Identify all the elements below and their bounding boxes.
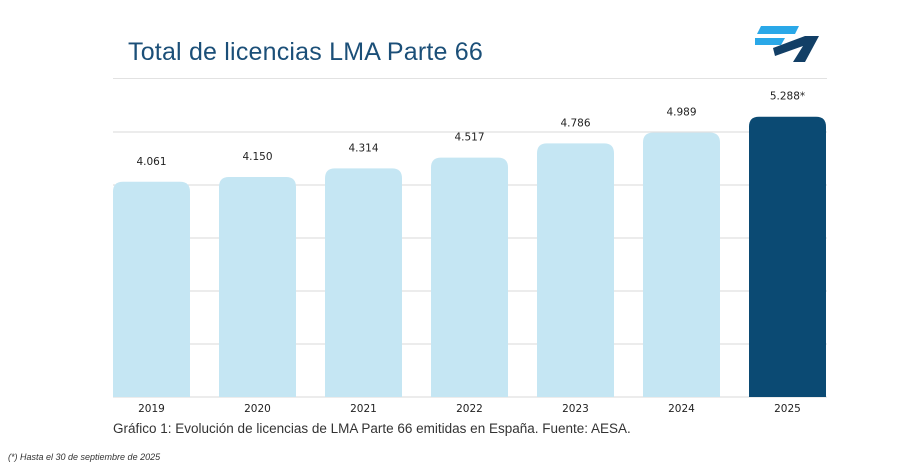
bar-2020: [219, 177, 296, 397]
x-tick-label: 2022: [456, 403, 483, 415]
x-tick-label: 2021: [350, 403, 377, 415]
data-label: 4.061: [136, 156, 166, 168]
data-label: 4.150: [242, 151, 272, 163]
x-tick-label: 2025: [774, 403, 801, 415]
data-label: 4.989: [666, 107, 696, 119]
data-label: 5.288*: [770, 91, 805, 103]
logo-light-stroke-2: [755, 38, 785, 45]
x-tick-label: 2023: [562, 403, 589, 415]
x-tick-label: 2019: [138, 403, 165, 415]
bar-2023: [537, 143, 614, 397]
chart-caption: Gráfico 1: Evolución de licencias de LMA…: [113, 421, 631, 436]
bar-2025: [749, 116, 826, 398]
data-label: 4.786: [560, 117, 590, 129]
data-label: 4.314: [348, 142, 378, 154]
footnote: (*) Hasta el 30 de septiembre de 2025: [8, 452, 161, 462]
bar-2019: [113, 181, 190, 397]
bar-2022: [431, 157, 508, 397]
brand-logo: [755, 26, 819, 62]
title-divider: [113, 78, 827, 79]
x-tick-label: 2024: [668, 403, 695, 415]
page-title: Total de licencias LMA Parte 66: [128, 38, 484, 66]
bar-chart: 4.061 2019 4.150 2020 4.314 2021 4.517 2022 4.78…: [113, 91, 827, 415]
logo-dark-stroke: [773, 36, 819, 62]
logo-light-stroke: [757, 26, 799, 34]
x-tick-label: 2020: [244, 403, 271, 415]
bar-2021: [325, 168, 402, 397]
bar-2024: [643, 132, 720, 397]
data-label: 4.517: [454, 132, 484, 144]
